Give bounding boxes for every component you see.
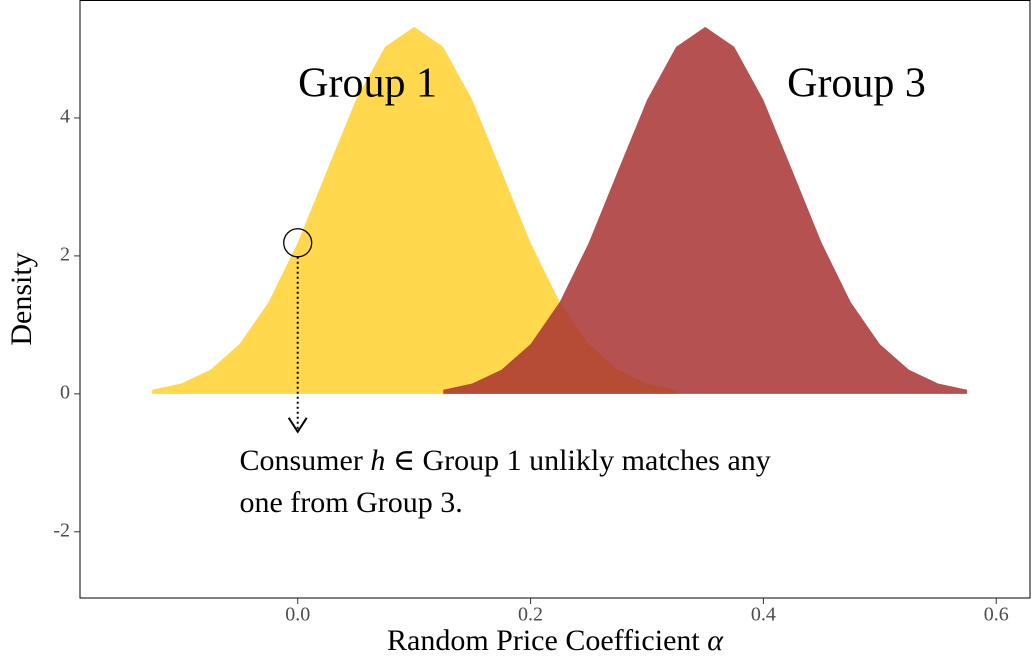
plot-frame [79,0,1031,599]
y-axis-label: Density [5,252,38,345]
annotation-part: ∈ Group 1 unlikly matches any [385,444,770,477]
x-tick-label: 0.0 [285,604,310,626]
series-label: Group 1 [298,61,437,107]
density-area [152,26,677,394]
y-tick-label: 4 [60,106,70,128]
series-label: Group 3 [787,61,926,107]
x-tick-label: 0.4 [751,604,776,626]
annotation-part: h [370,444,385,477]
annotation-part: one from Group 3. [239,486,462,519]
x-axis-label: Random Price Coefficient α [387,624,724,657]
x-tick-label: 0.2 [518,604,543,626]
y-tick-label: 0 [60,381,70,403]
x-tick-label: 0.6 [984,604,1009,626]
y-tick-label: -2 [53,519,70,541]
annotation-part: Consumer [239,444,370,477]
arrow-head [287,417,308,434]
y-tick-label: 2 [60,243,70,265]
annotation: Consumer h ∈ Group 1 unlikly matches any [239,444,770,477]
density-area [443,26,968,394]
annotation: one from Group 3. [239,486,462,519]
